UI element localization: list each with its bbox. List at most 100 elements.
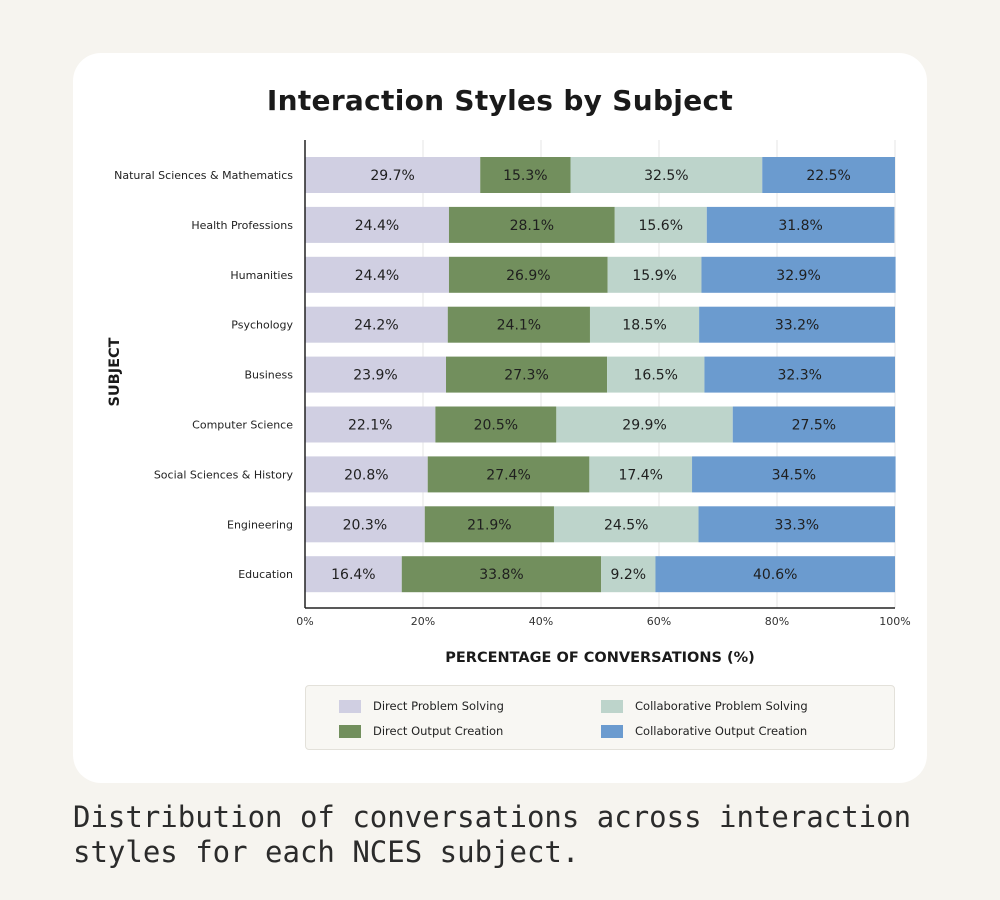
bar-segment <box>553 506 699 543</box>
bar-value-label: 23.9% <box>353 368 397 384</box>
legend-label: Collaborative Problem Solving <box>635 699 808 713</box>
bar-value-label: 20.5% <box>474 418 518 434</box>
bar-segment <box>427 456 590 493</box>
bar-value-label: 33.8% <box>479 567 523 583</box>
bar-segment <box>305 406 436 443</box>
bar-segment <box>607 256 702 293</box>
bar-segment <box>435 406 557 443</box>
bar-segment <box>480 157 571 193</box>
bar-segment <box>699 306 895 343</box>
bar-segment <box>762 157 895 193</box>
bar-segment <box>305 356 447 393</box>
bar-value-label: 20.3% <box>343 517 387 533</box>
bar-segment <box>448 256 608 293</box>
x-tick-label: 60% <box>647 615 671 628</box>
x-axis-title: PERCENTAGE OF CONVERSATIONS (%) <box>445 650 754 666</box>
bar-value-label: 18.5% <box>622 318 666 334</box>
bar-segment <box>424 506 554 543</box>
bar-value-label: 22.5% <box>806 168 850 184</box>
bar-value-label: 29.7% <box>370 168 414 184</box>
bar-value-label: 33.3% <box>775 517 819 533</box>
bar-value-label: 21.9% <box>467 517 511 533</box>
legend-item-direct-problem-solving: Direct Problem Solving <box>339 699 504 713</box>
legend-label: Direct Output Creation <box>373 724 504 738</box>
category-label: Engineering <box>227 518 293 531</box>
y-axis-title: SUBJECT <box>107 337 123 406</box>
bar-value-label: 24.4% <box>355 218 399 234</box>
bar-segment <box>305 506 425 543</box>
bar-segment <box>305 157 481 193</box>
bar-value-label: 27.5% <box>792 418 836 434</box>
bar-segment <box>732 406 895 443</box>
bar-value-label: 32.9% <box>776 268 820 284</box>
x-tick-label: 20% <box>411 615 435 628</box>
legend-label: Collaborative Output Creation <box>635 724 808 738</box>
bar-value-label: 32.5% <box>644 168 688 184</box>
chart-title: Interaction Styles by Subject <box>266 84 734 117</box>
legend-swatch <box>339 724 361 738</box>
bar-segment <box>698 506 895 543</box>
x-tick-label: 40% <box>529 615 553 628</box>
x-tick-label: 100% <box>879 615 910 628</box>
bar-segment <box>556 406 733 443</box>
bar-value-label: 9.2% <box>611 567 647 583</box>
bar-segment <box>447 306 590 343</box>
legend-item-collaborative-output-creation: Collaborative Output Creation <box>601 724 807 738</box>
bar-value-label: 20.8% <box>344 467 388 483</box>
bar-segment <box>692 456 896 493</box>
bar-value-label: 40.6% <box>753 567 797 583</box>
bar-segment <box>448 206 615 243</box>
bar-value-label: 27.3% <box>504 368 548 384</box>
chart-legend: Direct Problem Solving Collaborative Pro… <box>305 685 895 750</box>
category-label: Education <box>238 568 293 581</box>
bar-value-label: 27.4% <box>486 467 530 483</box>
bar-segment <box>601 556 656 593</box>
category-label: Humanities <box>230 269 293 282</box>
category-label: Health Professions <box>191 219 293 232</box>
bar-value-label: 24.2% <box>354 318 398 334</box>
bar-value-label: 26.9% <box>506 268 550 284</box>
bar-segment <box>305 306 448 343</box>
bar-value-label: 15.9% <box>632 268 676 284</box>
bar-segment <box>589 306 700 343</box>
legend-item-direct-output-creation: Direct Output Creation <box>339 724 503 738</box>
bar-segment <box>305 456 428 493</box>
bar-segment <box>401 556 602 593</box>
legend-swatch <box>601 699 623 713</box>
figure-caption: Distribution of conversations across int… <box>73 800 912 869</box>
bar-value-label: 15.3% <box>503 168 547 184</box>
bar-value-label: 24.1% <box>497 318 541 334</box>
category-label: Computer Science <box>192 419 293 432</box>
bar-segment <box>589 456 693 493</box>
category-label: Natural Sciences & Mathematics <box>114 169 293 182</box>
bar-value-label: 16.4% <box>331 567 375 583</box>
bar-value-label: 33.2% <box>775 318 819 334</box>
category-label: Social Sciences & History <box>154 468 294 481</box>
bar-value-label: 29.9% <box>622 418 666 434</box>
category-label: Psychology <box>231 319 293 332</box>
bar-segment <box>704 356 895 393</box>
bar-segment <box>570 157 763 193</box>
bar-segment <box>305 256 449 293</box>
legend-swatch <box>601 724 623 738</box>
category-label: Business <box>244 369 293 382</box>
bar-segment <box>701 256 896 293</box>
bar-value-label: 32.3% <box>777 368 821 384</box>
bar-segment <box>305 556 402 593</box>
bar-value-label: 24.5% <box>604 517 648 533</box>
legend-swatch <box>339 699 361 713</box>
bar-value-label: 22.1% <box>348 418 392 434</box>
x-tick-label: 80% <box>765 615 789 628</box>
bar-value-label: 17.4% <box>618 467 662 483</box>
legend-label: Direct Problem Solving <box>373 699 504 713</box>
bar-value-label: 15.6% <box>639 218 683 234</box>
legend-item-collaborative-problem-solving: Collaborative Problem Solving <box>601 699 808 713</box>
bar-value-label: 24.4% <box>355 268 399 284</box>
bar-value-label: 28.1% <box>510 218 554 234</box>
bar-segment <box>305 206 449 243</box>
bar-value-label: 34.5% <box>772 467 816 483</box>
bar-segment <box>614 206 707 243</box>
bar-segment <box>706 206 895 243</box>
bar-segment <box>446 356 608 393</box>
